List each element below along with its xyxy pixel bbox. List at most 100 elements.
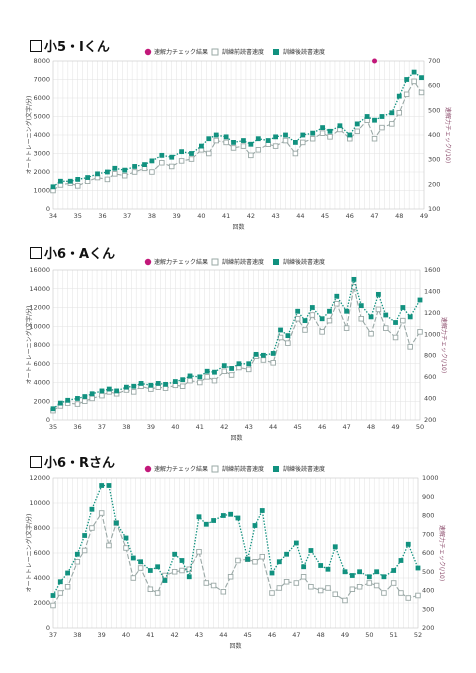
data-point-before <box>332 591 339 598</box>
data-point-after <box>204 368 210 374</box>
y-tick-label: 16000 <box>29 266 50 274</box>
data-point-after <box>308 548 314 553</box>
data-point-after <box>123 535 129 541</box>
data-point-before <box>186 566 193 573</box>
data-point-before <box>354 128 360 135</box>
x-tick-label: 43 <box>271 212 279 220</box>
y2-tick-label: 500 <box>428 106 440 114</box>
y-tick-label: 10000 <box>29 499 50 507</box>
data-point-before <box>203 580 210 586</box>
data-point-before <box>104 176 111 183</box>
data-point-before <box>407 344 413 350</box>
y-tick-label: 4000 <box>33 379 50 387</box>
data-point-before <box>327 134 333 140</box>
data-point-before <box>213 137 219 144</box>
data-point-before <box>403 91 410 98</box>
y2-tick-label: 800 <box>424 352 436 360</box>
y2-tick-label: 1200 <box>424 309 441 317</box>
data-point-before <box>343 325 350 331</box>
series-check <box>372 58 378 64</box>
data-point-after <box>196 514 202 520</box>
data-point-before <box>349 586 356 593</box>
data-point-after <box>155 381 161 386</box>
x-tick-label: 47 <box>292 631 300 639</box>
data-point-after <box>58 178 63 184</box>
data-point-before <box>187 377 193 384</box>
data-point-before <box>319 130 326 136</box>
data-point-after <box>149 158 155 164</box>
x-tick-label: 38 <box>148 212 156 220</box>
chart-2-group: 0 2000 4000 6000 8000 10000 12000 14000 16000 200… <box>25 258 448 442</box>
data-point-before <box>373 582 380 589</box>
data-point-after <box>105 169 110 175</box>
data-point-after <box>89 506 95 512</box>
data-point-before <box>285 340 291 346</box>
data-point-after <box>99 483 105 488</box>
y2-tick-label: 100 <box>428 205 440 213</box>
chart-3-group: 0 2000 4000 6000 8000 10000 12000 200 300 400 500 6… <box>25 465 446 650</box>
data-point-after <box>342 569 348 575</box>
y2-tick-label: 200 <box>422 624 434 632</box>
data-point-after <box>358 303 364 309</box>
data-point-before <box>317 587 324 594</box>
data-point-after <box>50 593 56 598</box>
data-point-after <box>344 308 349 314</box>
series-after-line <box>52 279 421 410</box>
x-tick-label: 46 <box>268 631 276 639</box>
data-point-after <box>148 382 154 388</box>
data-point-after <box>334 293 340 299</box>
data-point-after <box>221 363 227 369</box>
data-point-before <box>178 158 185 164</box>
series-before-line <box>52 511 419 606</box>
data-point-after <box>396 93 402 99</box>
legend-after-marker <box>273 49 279 55</box>
y2-tick-label: 600 <box>424 373 436 381</box>
data-point-before <box>210 582 217 589</box>
data-point-after <box>246 361 252 367</box>
y-tick-label: 8000 <box>33 57 50 65</box>
data-point-before <box>371 135 378 142</box>
data-point-before <box>277 334 284 341</box>
data-point-after <box>228 511 234 517</box>
data-point-after <box>354 121 360 127</box>
data-point-after <box>124 384 129 390</box>
x-tick-label: 49 <box>391 423 399 431</box>
data-point-after <box>179 558 185 563</box>
x-tick-label: 46 <box>318 423 326 431</box>
data-point-after <box>349 573 355 578</box>
data-point-after <box>259 508 265 513</box>
data-point-after <box>255 136 261 142</box>
data-point-before <box>272 143 279 149</box>
data-point-after <box>213 132 219 138</box>
section-title-text: 小6・Aくん <box>44 247 116 262</box>
data-point-before <box>292 150 299 157</box>
data-point-after <box>309 305 315 310</box>
data-point-before <box>411 78 417 85</box>
legend-after-marker <box>273 259 279 265</box>
data-point-before <box>270 360 276 366</box>
data-point-before <box>358 316 365 322</box>
data-point-after <box>293 540 299 546</box>
data-point-before <box>294 316 301 322</box>
data-point-after <box>295 308 301 314</box>
y-tick-label: 2000 <box>33 599 50 607</box>
data-point-before <box>356 584 363 590</box>
data-point-after <box>411 69 417 75</box>
data-point-before <box>223 139 229 146</box>
data-point-before <box>99 392 105 399</box>
data-point-after <box>417 297 423 303</box>
data-point-after <box>320 125 325 130</box>
y-tick-label: 8000 <box>33 341 50 349</box>
y2-tick-label: 300 <box>428 156 440 164</box>
data-point-after <box>159 152 165 158</box>
data-point-after <box>199 143 204 149</box>
section-title: 小6・Rさん <box>30 452 115 471</box>
x-axis-title: 回数 <box>230 434 242 442</box>
data-point-before <box>283 579 290 585</box>
legend-before-label: 訓練前読書速度 <box>222 465 264 473</box>
x-tick-label: 39 <box>98 631 106 639</box>
data-point-before <box>240 143 247 149</box>
x-tick-label: 36 <box>73 423 81 431</box>
x-tick-label: 48 <box>367 423 375 431</box>
data-point-after <box>325 566 331 572</box>
